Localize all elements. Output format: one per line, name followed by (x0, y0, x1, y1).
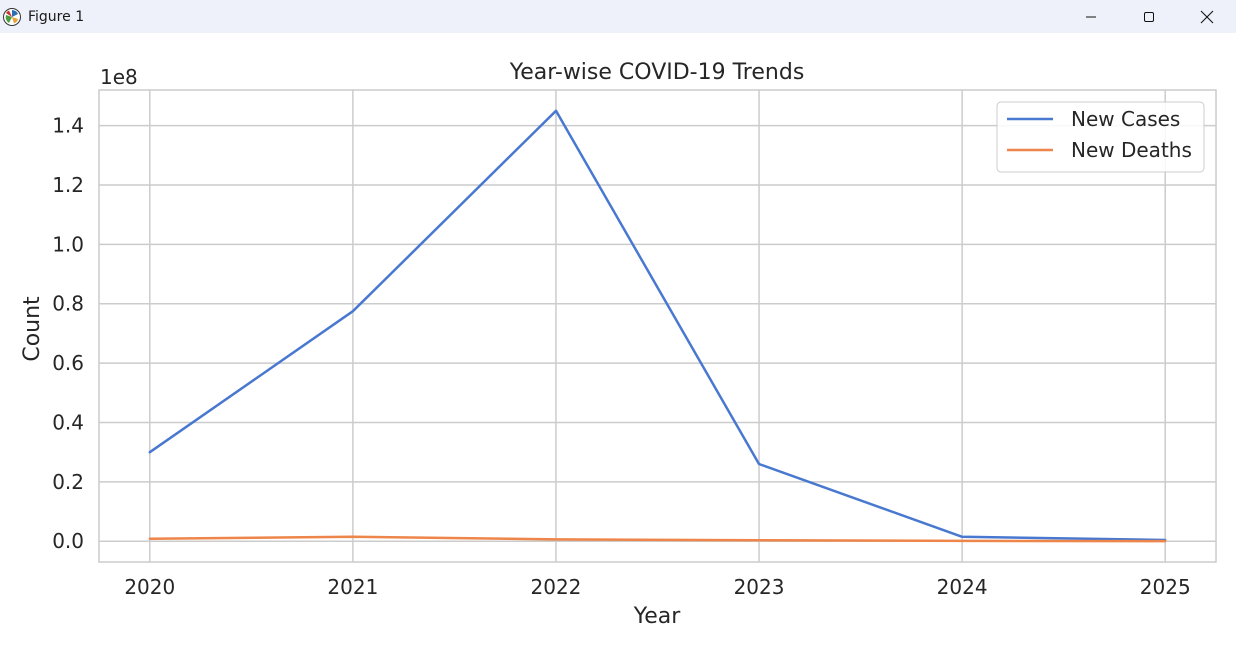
close-icon (1200, 10, 1214, 23)
maximize-button[interactable] (1120, 0, 1178, 33)
line-chart: 0.00.20.40.60.81.01.21.4 2020 2021 2022 202… (20, 60, 1217, 629)
y-tick-label: 0.2 (52, 470, 84, 494)
y-tick-label: 0.4 (52, 410, 84, 434)
maximize-icon (1144, 11, 1154, 22)
x-tick-label: 2020 (124, 575, 175, 599)
legend: New Cases New Deaths (996, 101, 1205, 173)
series-line-0 (148, 109, 1167, 542)
figure-canvas: 0.0 0.2 0.4 0.6 0.8 1.0 1.2 1.4 2020 2021 2022 202… (0, 33, 1236, 652)
axes-frame (98, 89, 1217, 563)
window-title: Figure 1 (28, 8, 85, 25)
close-button[interactable] (1178, 0, 1236, 33)
y-tick-label: 1.4 (52, 114, 84, 138)
y-axis-label: Count (20, 296, 45, 362)
y-tick-label: 1.2 (52, 173, 84, 197)
series-lines (148, 109, 1167, 543)
legend-label: New Deaths (1071, 138, 1192, 162)
minimize-icon (1086, 16, 1096, 17)
y-tick-label: 0.0 (52, 529, 84, 553)
series-line-1 (148, 535, 1167, 543)
legend-label: New Cases (1071, 107, 1180, 131)
window-titlebar: Figure 1 (0, 0, 1236, 33)
matplotlib-logo-icon (2, 7, 22, 27)
y-tick-label: 0.8 (52, 292, 84, 316)
x-tick-label: 2022 (531, 575, 582, 599)
x-axis-label: Year (633, 604, 682, 629)
y-tick-label: 1.0 (52, 232, 84, 256)
minimize-button[interactable] (1062, 0, 1120, 33)
x-tick-labels: 2020 2021 2022 2023 2024 2025 (124, 575, 1190, 599)
x-tick-label: 2023 (734, 575, 785, 599)
y-tick-labels: 0.0 0.2 0.4 0.6 0.8 1.0 1.2 1.4 (52, 114, 84, 554)
y-tick-label: 0.6 (52, 351, 84, 375)
chart-title: Year-wise COVID-19 Trends (509, 60, 805, 85)
x-tick-label: 2021 (327, 575, 378, 599)
x-tick-label: 2025 (1140, 575, 1191, 599)
y-offset-label: 1e8 (100, 65, 138, 89)
x-tick-label: 2024 (937, 575, 988, 599)
